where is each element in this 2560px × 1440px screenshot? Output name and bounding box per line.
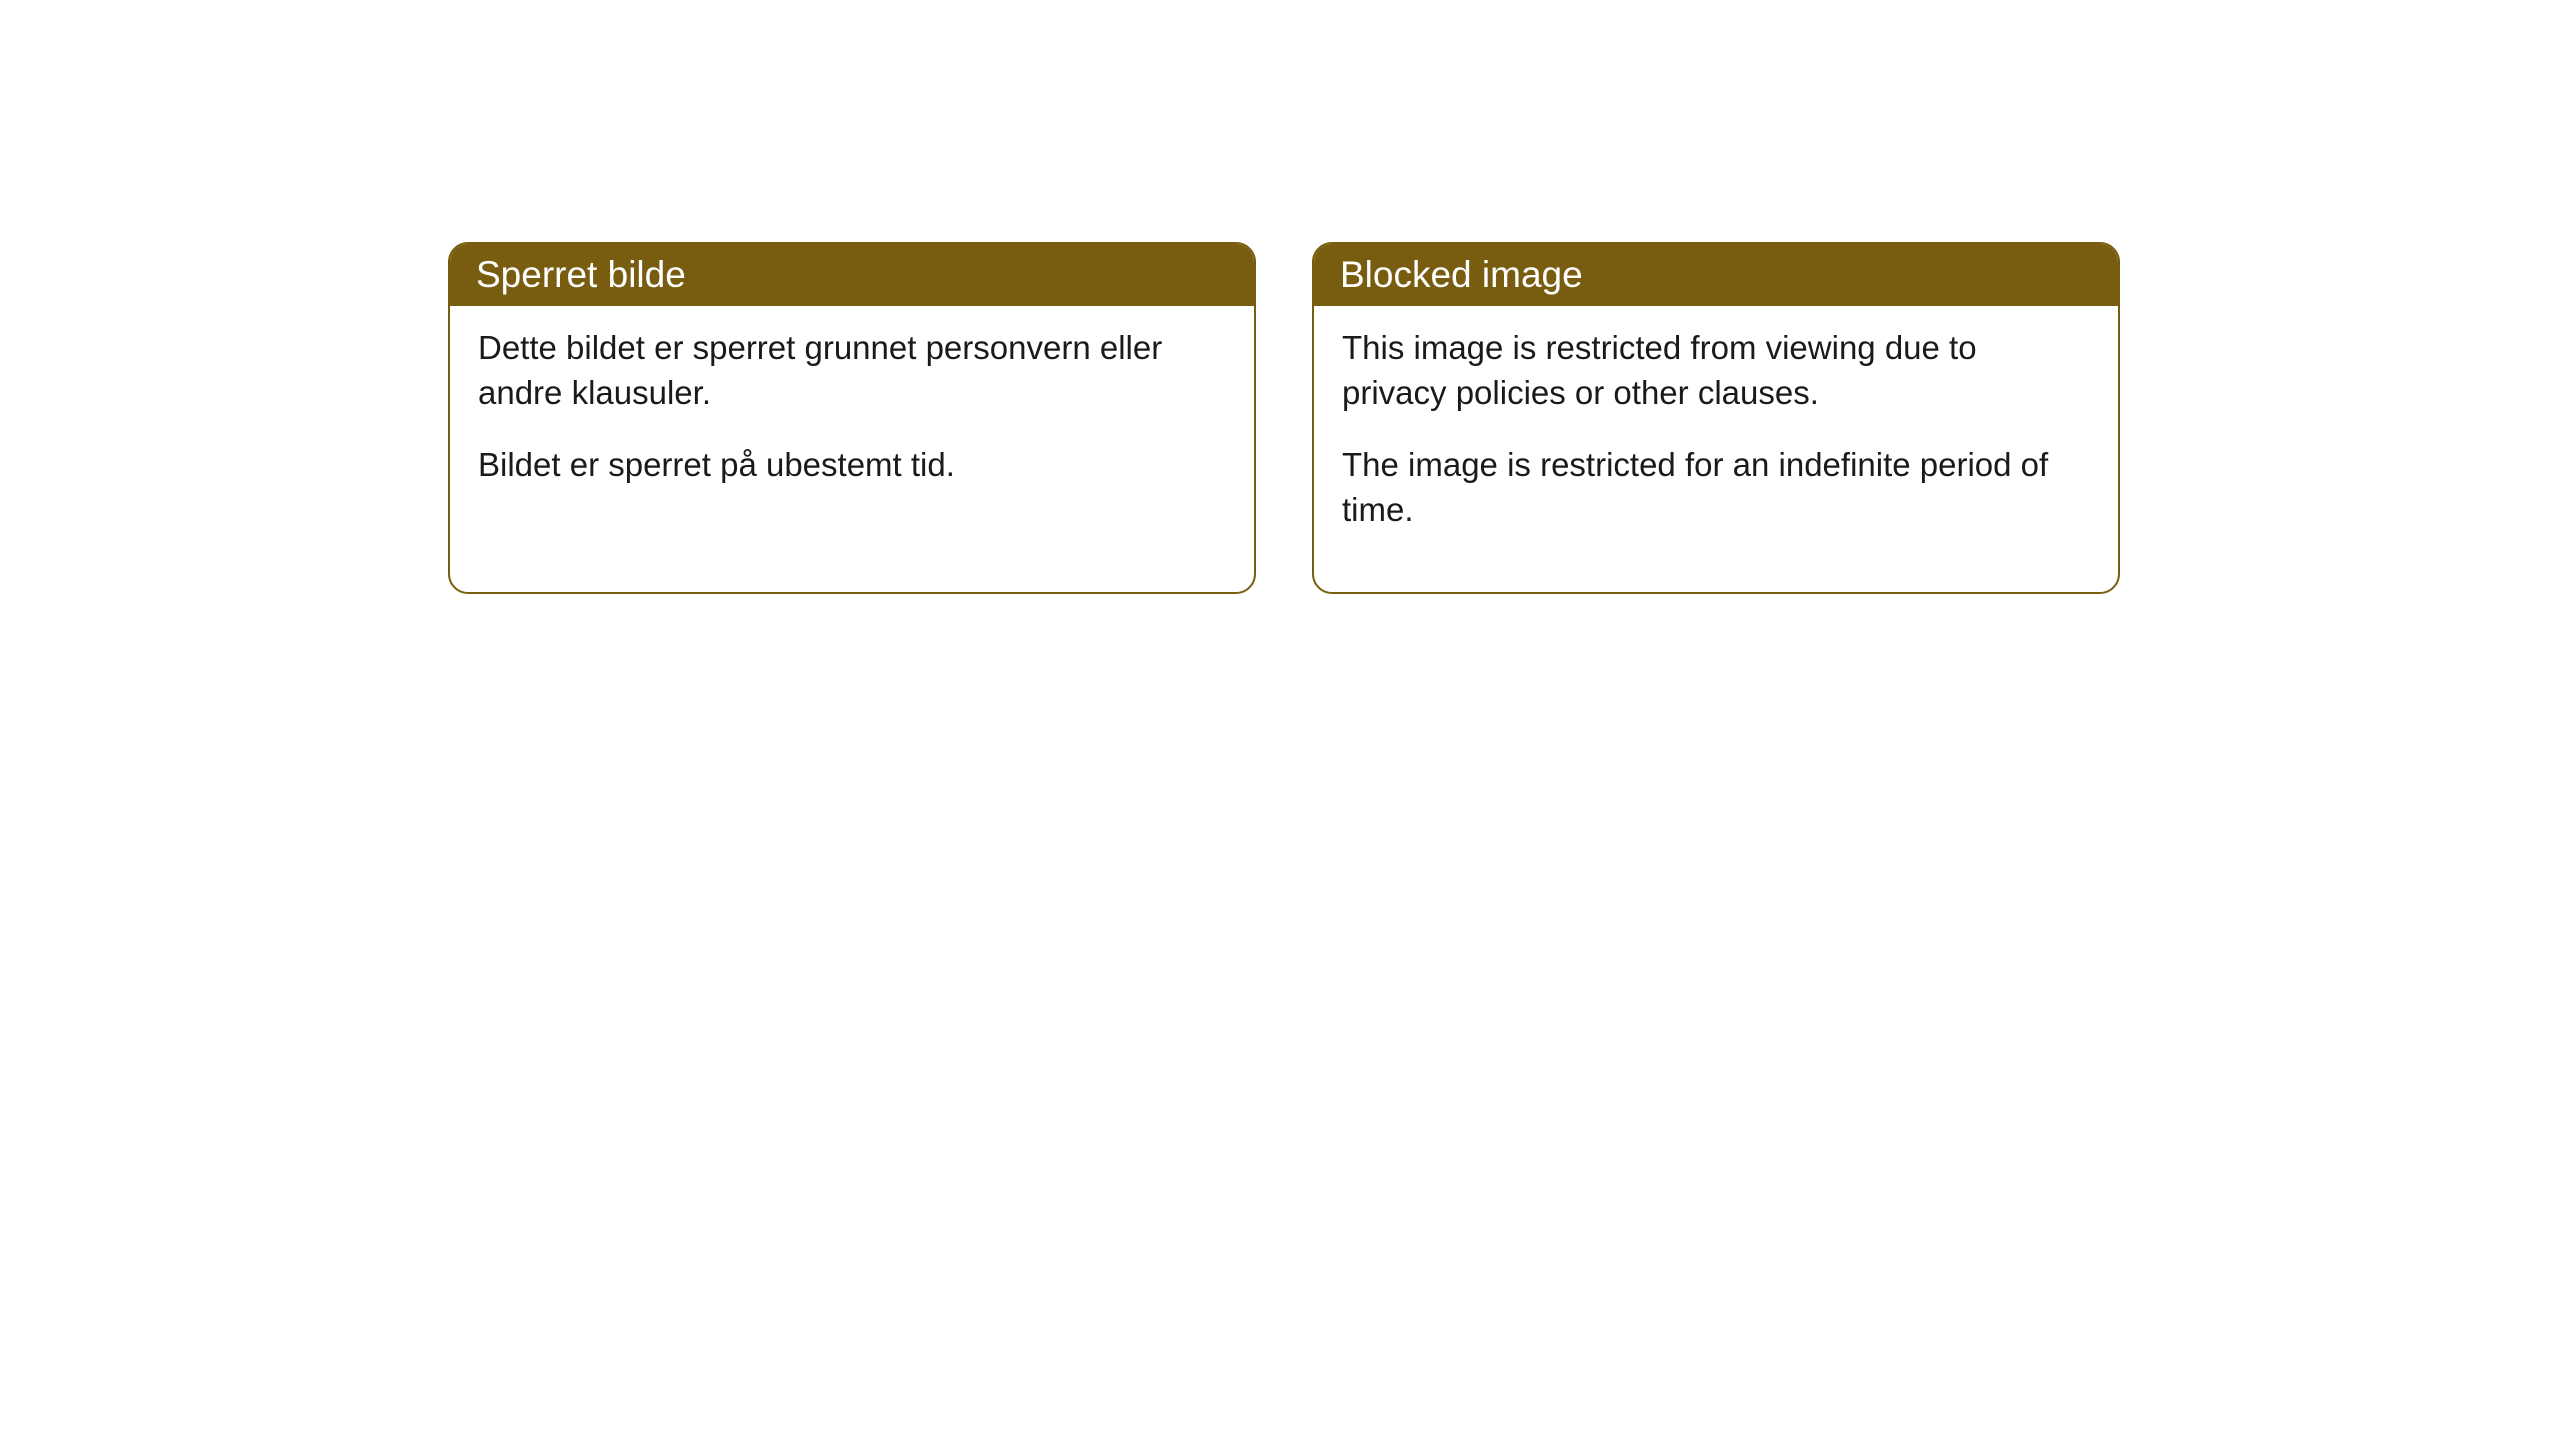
notice-cards-container: Sperret bilde Dette bildet er sperret gr… xyxy=(448,242,2120,594)
card-body-norwegian: Dette bildet er sperret grunnet personve… xyxy=(450,306,1254,548)
card-paragraph-2-english: The image is restricted for an indefinit… xyxy=(1342,443,2090,532)
card-header-norwegian: Sperret bilde xyxy=(450,244,1254,306)
notice-card-english: Blocked image This image is restricted f… xyxy=(1312,242,2120,594)
notice-card-norwegian: Sperret bilde Dette bildet er sperret gr… xyxy=(448,242,1256,594)
card-paragraph-1-english: This image is restricted from viewing du… xyxy=(1342,326,2090,415)
card-body-english: This image is restricted from viewing du… xyxy=(1314,306,2118,592)
card-paragraph-2-norwegian: Bildet er sperret på ubestemt tid. xyxy=(478,443,1226,488)
card-header-english: Blocked image xyxy=(1314,244,2118,306)
card-paragraph-1-norwegian: Dette bildet er sperret grunnet personve… xyxy=(478,326,1226,415)
